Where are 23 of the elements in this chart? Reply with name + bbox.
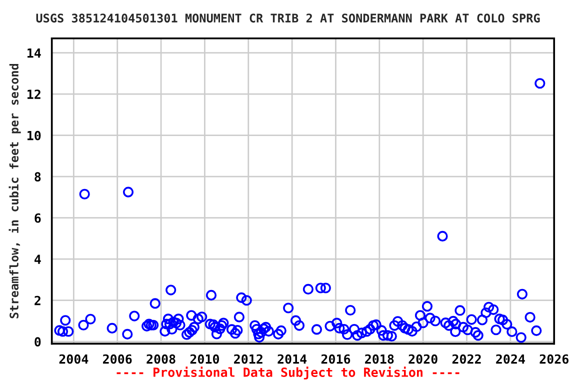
- x-tick-label: 2026: [540, 354, 568, 364]
- chart-title: USGS 385124104501301 MONUMENT CR TRIB 2 AT SONDERMANN PARK AT COLO SPRG: [36, 14, 540, 23]
- y-tick-label: 10: [28, 130, 41, 140]
- text: ---- Provisional Data Subject to Revision ----: [116, 366, 460, 380]
- x-tick-label: 2012: [234, 354, 262, 364]
- x-tick-label: 2010: [190, 354, 220, 364]
- x-tick-label: 2020: [408, 354, 438, 364]
- x-tick-label: 2018: [365, 354, 394, 364]
- x-tick-label: 2004: [59, 354, 88, 364]
- y-tick-label: 6: [34, 213, 41, 223]
- y-tick-label: 4: [34, 254, 41, 264]
- x-tick-label: 2016: [321, 354, 350, 364]
- x-tick-label: 2006: [103, 354, 132, 364]
- y-axis-title: Streamflow, in cubic feet per second: [8, 64, 21, 318]
- y-tick-label: 14: [28, 48, 41, 58]
- y-tick-label: 8: [34, 172, 41, 182]
- y-tick-label: 2: [34, 296, 40, 306]
- x-tick-label: 2024: [496, 354, 525, 364]
- y-tick-label: 12: [28, 90, 40, 99]
- x-tick-label: 2014: [278, 354, 307, 364]
- x-tick-label: 2022: [452, 354, 481, 364]
- x-tick-label: 2008: [146, 354, 176, 364]
- y-tick-label: 0: [34, 337, 41, 347]
